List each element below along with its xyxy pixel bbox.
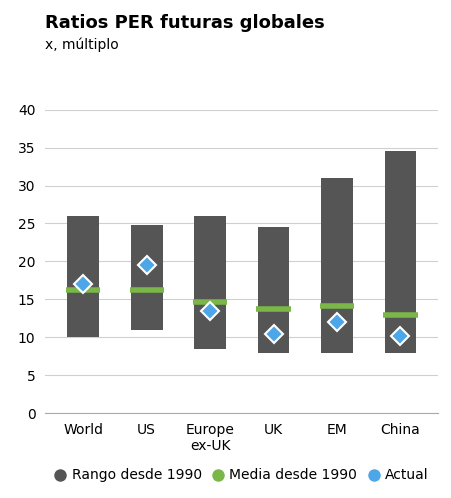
Bar bbox=[384, 151, 415, 353]
Bar bbox=[130, 225, 162, 330]
Bar bbox=[320, 178, 352, 353]
Text: Ratios PER futuras globales: Ratios PER futuras globales bbox=[45, 14, 324, 32]
Legend: Rango desde 1990, Media desde 1990, Actual: Rango desde 1990, Media desde 1990, Actu… bbox=[49, 463, 433, 488]
Text: x, múltiplo: x, múltiplo bbox=[45, 38, 119, 52]
Bar bbox=[67, 216, 99, 338]
Bar bbox=[194, 216, 226, 349]
Bar bbox=[257, 227, 289, 353]
